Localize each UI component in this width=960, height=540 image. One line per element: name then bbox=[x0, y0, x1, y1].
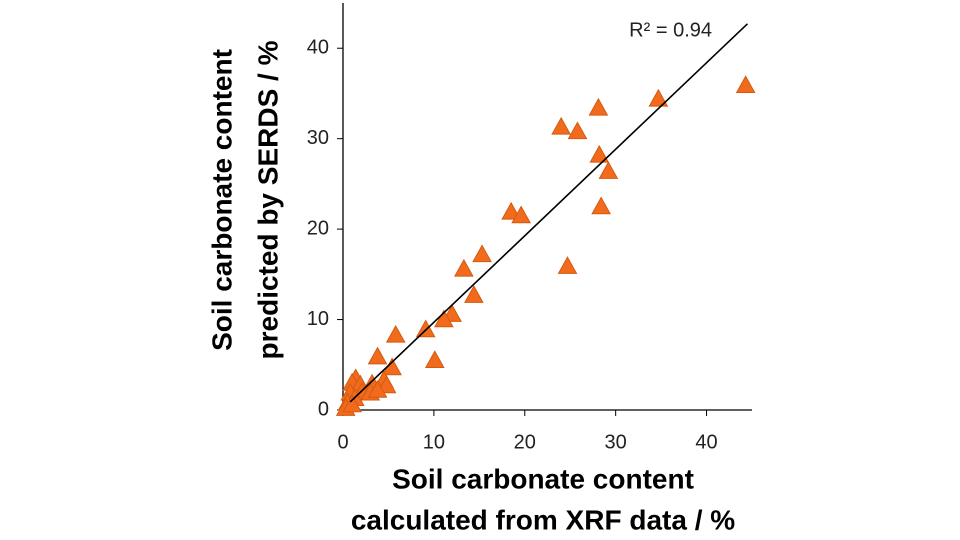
data-point bbox=[551, 116, 571, 135]
data-point bbox=[382, 357, 402, 376]
data-point bbox=[588, 97, 609, 116]
data-point bbox=[591, 196, 611, 215]
data-point bbox=[454, 258, 474, 277]
x-tick-label: 40 bbox=[695, 431, 717, 453]
data-point bbox=[385, 324, 406, 343]
y-tick-label: 20 bbox=[307, 217, 329, 239]
y-tick-label: 30 bbox=[307, 127, 329, 149]
data-point bbox=[367, 380, 388, 398]
x-tick-label: 20 bbox=[514, 431, 536, 453]
data-point bbox=[501, 201, 521, 220]
x-tick-label: 10 bbox=[423, 431, 445, 453]
y-axis-title: predicted by SERDS / % bbox=[252, 40, 283, 359]
data-point bbox=[415, 319, 436, 338]
x-tick-label: 30 bbox=[605, 431, 627, 453]
x-tick-label: 0 bbox=[337, 431, 348, 453]
y-tick-label: 40 bbox=[307, 37, 329, 59]
annotation: R² = 0.94 bbox=[629, 19, 712, 41]
data-point bbox=[434, 309, 454, 328]
y-axis-title: Soil carbonate content bbox=[206, 49, 237, 351]
data-point bbox=[648, 88, 669, 107]
data-point bbox=[424, 350, 445, 368]
regression-line bbox=[349, 23, 749, 403]
x-axis-title: Soil carbonate content bbox=[392, 463, 694, 494]
y-tick-label: 10 bbox=[307, 308, 329, 330]
data-point bbox=[598, 161, 619, 179]
x-axis-title: calculated from XRF data / % bbox=[351, 504, 735, 535]
data-point bbox=[735, 75, 756, 94]
data-point bbox=[367, 346, 388, 365]
data-point bbox=[342, 394, 362, 413]
data-point bbox=[511, 205, 531, 224]
data-point bbox=[464, 285, 484, 303]
y-tick-label: 0 bbox=[318, 398, 329, 420]
data-point bbox=[472, 244, 492, 263]
data-point bbox=[557, 256, 578, 274]
data-point bbox=[589, 144, 610, 163]
data-point bbox=[567, 121, 588, 140]
